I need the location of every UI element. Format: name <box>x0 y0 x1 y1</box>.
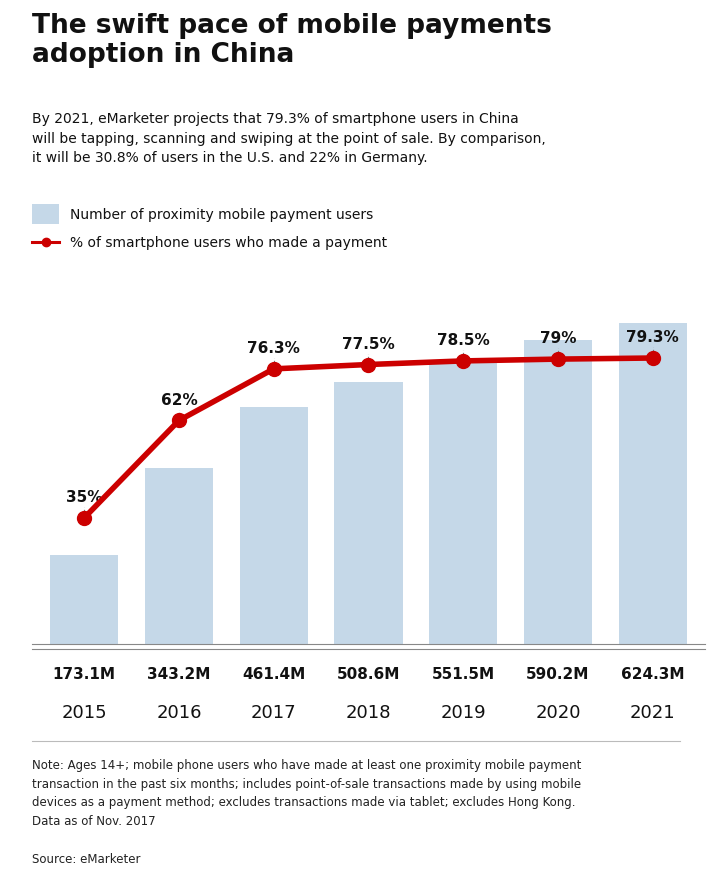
Text: 2017: 2017 <box>251 703 296 722</box>
Text: 624.3M: 624.3M <box>621 667 684 681</box>
Text: 79%: 79% <box>540 331 576 346</box>
Text: 35%: 35% <box>66 489 103 504</box>
Text: 590.2M: 590.2M <box>526 667 590 681</box>
Text: % of smartphone users who made a payment: % of smartphone users who made a payment <box>70 236 387 250</box>
Text: 76.3%: 76.3% <box>247 341 300 356</box>
Bar <box>50 555 118 645</box>
Text: 2019: 2019 <box>441 703 486 722</box>
Bar <box>429 360 498 645</box>
Bar <box>524 341 592 645</box>
Text: Source: eMarketer: Source: eMarketer <box>32 852 140 866</box>
Text: 2016: 2016 <box>156 703 201 722</box>
Text: 2018: 2018 <box>346 703 391 722</box>
Text: 2015: 2015 <box>61 703 107 722</box>
Text: Note: Ages 14+; mobile phone users who have made at least one proximity mobile p: Note: Ages 14+; mobile phone users who h… <box>32 759 582 827</box>
Bar <box>335 383 402 645</box>
Text: By 2021, eMarketer projects that 79.3% of smartphone users in China
will be tapp: By 2021, eMarketer projects that 79.3% o… <box>32 112 546 165</box>
Text: 173.1M: 173.1M <box>53 667 115 681</box>
Bar <box>145 468 213 645</box>
Text: 508.6M: 508.6M <box>337 667 400 681</box>
Text: 2021: 2021 <box>630 703 676 722</box>
Text: 551.5M: 551.5M <box>431 667 495 681</box>
Text: The swift pace of mobile payments
adoption in China: The swift pace of mobile payments adopti… <box>32 13 552 68</box>
Text: 79.3%: 79.3% <box>627 330 679 345</box>
Bar <box>239 407 308 645</box>
Text: Number of proximity mobile payment users: Number of proximity mobile payment users <box>70 208 373 222</box>
Text: 2020: 2020 <box>535 703 581 722</box>
Text: 343.2M: 343.2M <box>147 667 211 681</box>
Text: 461.4M: 461.4M <box>242 667 305 681</box>
Bar <box>619 324 687 645</box>
Text: 62%: 62% <box>160 392 197 407</box>
Text: 78.5%: 78.5% <box>437 332 490 348</box>
Text: 77.5%: 77.5% <box>342 337 395 352</box>
